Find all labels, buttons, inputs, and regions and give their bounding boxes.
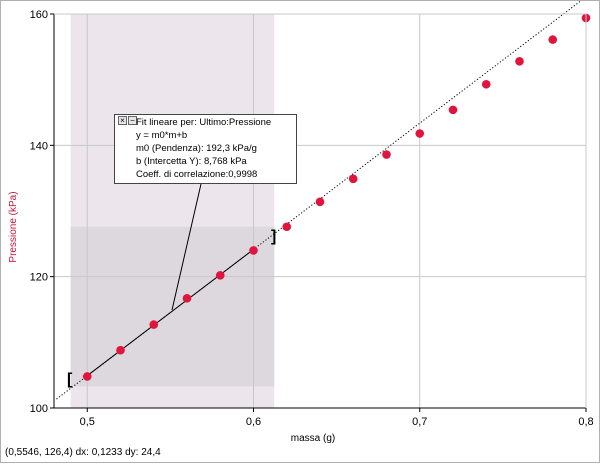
data-point-4 xyxy=(215,271,225,280)
axes xyxy=(53,13,587,409)
data-point-10 xyxy=(415,129,425,138)
data-point-3 xyxy=(182,294,192,303)
fit-correlation: Coeff. di correlazione:0,9998 xyxy=(136,169,258,180)
data-point-1 xyxy=(116,345,125,355)
data-point-5 xyxy=(249,246,258,255)
data-point-13 xyxy=(515,56,524,66)
selection-bracket-right[interactable]: ] xyxy=(271,228,276,245)
data-point-9 xyxy=(382,150,391,159)
data-point-0 xyxy=(82,372,92,381)
y-tick-label-2: 140 xyxy=(30,140,48,152)
fit-equation: y = m0*m+b xyxy=(136,130,188,141)
fit-annotation-box[interactable]: × − Fit lineare per: Ultimo:Pressione y … xyxy=(114,114,297,184)
y-tick-label-1: 120 xyxy=(30,272,48,284)
data-point-14 xyxy=(548,35,558,44)
y-tick-label-0: 100 xyxy=(30,403,48,415)
data-point-12 xyxy=(481,79,491,89)
x-tick-label-0: 0,5 xyxy=(80,416,95,428)
x-tick-label-3: 0,8 xyxy=(578,416,593,428)
data-point-2 xyxy=(149,320,159,329)
fit-slope: m0 (Pendenza): 192,3 kPa/g xyxy=(136,143,257,154)
close-icon[interactable]: × xyxy=(118,116,127,125)
selection-bracket-left[interactable]: [ xyxy=(67,371,73,388)
y-axis-label: Pressione (kPa) xyxy=(8,191,19,262)
fit-line-extension xyxy=(56,1,582,400)
x-axis-label: massa (g) xyxy=(291,433,335,444)
minimize-icon[interactable]: − xyxy=(128,116,137,125)
x-tick-label-2: 0,7 xyxy=(412,416,427,428)
status-bar-readout: (0,5546, 126,4) dx: 0,1233 dy: 24,4 xyxy=(5,447,161,458)
x-tick-label-1: 0,6 xyxy=(246,416,261,428)
data-point-7 xyxy=(315,197,325,207)
fit-title: Fit lineare per: Ultimo:Pressione xyxy=(136,117,272,128)
data-points xyxy=(82,13,591,381)
data-point-6 xyxy=(282,222,292,232)
data-point-8 xyxy=(348,174,358,184)
y-tick-label-3: 160 xyxy=(30,9,48,21)
fit-line xyxy=(86,249,254,377)
data-point-11 xyxy=(448,105,458,115)
fit-intercept: b (Intercetta Y): 8,768 kPa xyxy=(136,156,247,167)
fit-leader-line xyxy=(171,183,202,311)
